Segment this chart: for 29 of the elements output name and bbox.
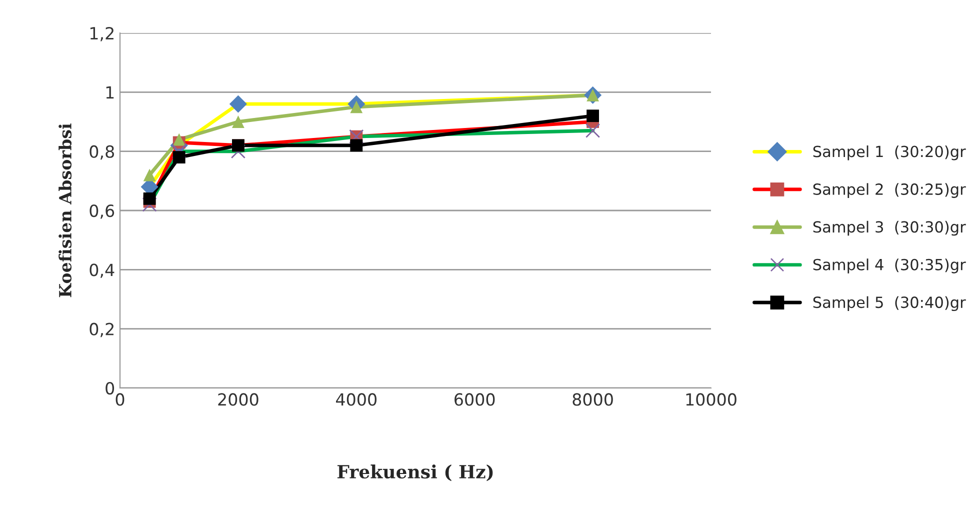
- y-tick-label: 0,8: [90, 145, 114, 160]
- x-axis-title: Frekuensi ( Hz): [337, 464, 493, 482]
- legend-label: Sampel 1 (30:20)gr: [813, 145, 966, 160]
- point: [586, 123, 600, 138]
- y-tick-label: 0,2: [90, 322, 114, 338]
- y-tick-label: 1,2: [90, 26, 114, 42]
- legend-label: Sampel 3 (30:30)gr: [813, 220, 966, 236]
- point: [172, 151, 186, 164]
- x-tick-label: 4000: [336, 393, 376, 406]
- point: [229, 95, 247, 113]
- y-axis-title: Koefisien Absorbsi: [58, 124, 72, 298]
- point: [586, 110, 600, 122]
- point: [350, 139, 363, 152]
- x-tick-label: 6000: [454, 393, 495, 406]
- point: [143, 192, 156, 205]
- x-tick-label: 0: [116, 393, 124, 406]
- x-tick-label: 10000: [686, 393, 736, 406]
- point: [143, 168, 156, 182]
- legend-label: Sampel 5 (30:40)gr: [813, 296, 966, 312]
- y-tick-label: 1: [106, 86, 114, 98]
- legend-label: Sampel 4 (30:35)gr: [813, 258, 966, 274]
- x-tick-label: 8000: [572, 393, 613, 406]
- legend-label: Sampel 2 (30:25)gr: [813, 183, 966, 198]
- y-tick-label: 0: [106, 382, 114, 395]
- point: [172, 133, 186, 146]
- y-tick-label: 0,4: [90, 264, 114, 278]
- point: [232, 116, 244, 128]
- x-tick-label: 2000: [218, 393, 258, 406]
- y-tick-label: 0,6: [90, 204, 114, 219]
